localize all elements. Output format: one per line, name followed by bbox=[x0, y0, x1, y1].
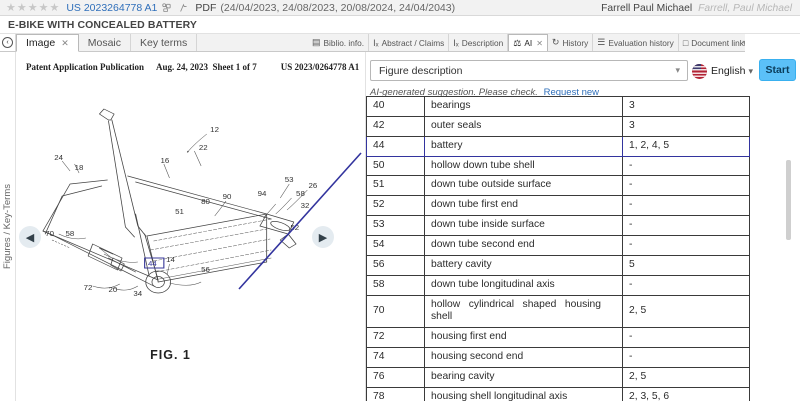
svg-text:72: 72 bbox=[84, 283, 93, 291]
svg-text:32: 32 bbox=[301, 201, 310, 209]
svg-text:52: 52 bbox=[290, 223, 299, 231]
svg-text:22: 22 bbox=[199, 143, 208, 151]
svg-text:24: 24 bbox=[54, 153, 63, 161]
svg-text:26: 26 bbox=[308, 181, 317, 189]
svg-text:16: 16 bbox=[160, 156, 169, 164]
svg-text:44: 44 bbox=[148, 259, 157, 267]
svg-text:51: 51 bbox=[175, 207, 184, 215]
svg-text:70: 70 bbox=[45, 229, 54, 237]
svg-text:58: 58 bbox=[296, 189, 305, 197]
svg-text:18: 18 bbox=[75, 163, 84, 171]
svg-text:90: 90 bbox=[223, 192, 232, 200]
svg-text:80: 80 bbox=[201, 197, 210, 205]
svg-text:14: 14 bbox=[166, 255, 175, 263]
svg-text:12: 12 bbox=[210, 125, 219, 133]
svg-text:94: 94 bbox=[258, 189, 267, 197]
svg-text:34: 34 bbox=[133, 289, 142, 297]
svg-text:53: 53 bbox=[285, 175, 294, 183]
svg-text:20: 20 bbox=[108, 285, 117, 293]
svg-text:56: 56 bbox=[201, 265, 210, 273]
svg-text:58: 58 bbox=[66, 229, 75, 237]
